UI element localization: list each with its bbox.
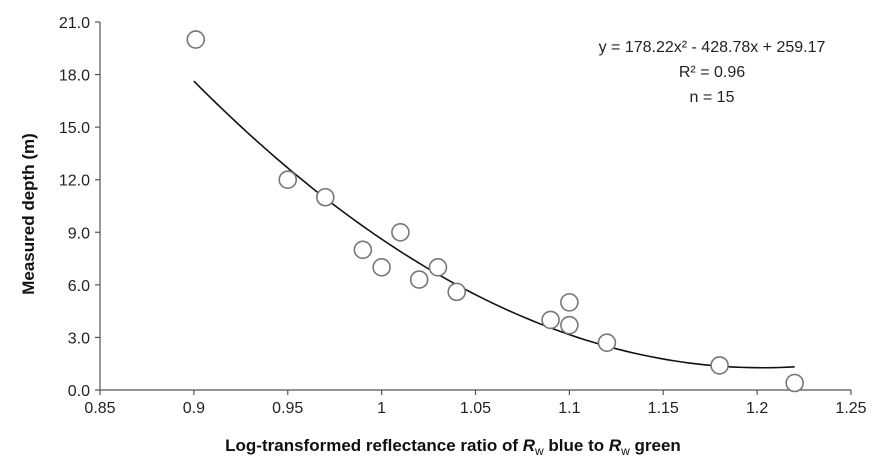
x-axis-title-mid: blue to xyxy=(544,436,609,455)
y-tick-label: 12.0 xyxy=(59,173,90,190)
data-point xyxy=(353,240,373,260)
y-axis: 0.0 3.0 6.0 9.0 12.0 15.0 18.0 21.0 xyxy=(59,15,101,400)
data-point xyxy=(447,282,467,302)
x-axis-title-sub1: w xyxy=(534,444,544,458)
y-tick-label: 9.0 xyxy=(68,225,90,242)
data-point xyxy=(315,187,335,207)
data-point xyxy=(785,373,804,393)
x-tick-label: 1.2 xyxy=(746,400,768,417)
data-point xyxy=(278,170,298,190)
x-ticks: 0.85 0.9 0.95 1 1.05 1.1 1.15 1.2 1.25 xyxy=(84,390,867,417)
x-tick-label: 1.1 xyxy=(558,400,580,417)
x-tick-label: 0.85 xyxy=(84,400,115,417)
x-tick-label: 1.05 xyxy=(460,400,491,417)
x-axis: 0.85 0.9 0.95 1 1.05 1.1 1.15 1.2 1.25 xyxy=(84,389,867,417)
y-tick-label: 21.0 xyxy=(59,15,90,32)
y-tick-label: 0.0 xyxy=(68,383,90,400)
data-point xyxy=(428,258,448,277)
x-tick-label: 0.9 xyxy=(183,400,205,417)
sample-count-text: n = 15 xyxy=(690,89,735,106)
y-ticks: 0.0 3.0 6.0 9.0 12.0 15.0 18.0 21.0 xyxy=(59,15,100,400)
x-axis-title-r2: R xyxy=(609,436,622,455)
x-tick-label: 1.25 xyxy=(835,400,866,417)
data-point xyxy=(186,30,206,49)
data-point xyxy=(409,270,429,289)
y-tick-label: 6.0 xyxy=(68,278,90,295)
x-axis-title: Log-transformed reflectance ratio of Rw … xyxy=(225,436,681,458)
data-point xyxy=(560,315,579,335)
x-tick-label: 1.15 xyxy=(648,400,679,417)
equation-annotation: y = 178.22x² - 428.78x + 259.17 R² = 0.9… xyxy=(599,39,826,106)
x-axis-title-prefix: Log-transformed reflectance ratio of xyxy=(225,436,523,455)
data-point xyxy=(541,310,560,330)
y-tick-label: 3.0 xyxy=(68,330,90,347)
x-axis-title-r1: R xyxy=(523,436,536,455)
x-axis-title-suffix: green xyxy=(630,436,681,455)
trendline xyxy=(193,80,795,369)
data-point xyxy=(597,333,617,352)
y-tick-label: 18.0 xyxy=(59,68,90,85)
y-axis-title: Measured depth (m) xyxy=(19,133,38,295)
data-point xyxy=(560,293,579,312)
equation-text: y = 178.22x² - 428.78x + 259.17 xyxy=(599,39,826,56)
r-squared-text: R² = 0.96 xyxy=(679,64,745,81)
y-tick-label: 15.0 xyxy=(59,120,90,137)
x-tick-label: 0.95 xyxy=(272,400,303,417)
x-tick-label: 1 xyxy=(377,400,386,417)
x-axis-title-sub2: w xyxy=(620,444,630,458)
data-point xyxy=(372,258,391,277)
data-point xyxy=(391,222,410,242)
data-points xyxy=(186,30,804,393)
data-point xyxy=(710,356,729,375)
